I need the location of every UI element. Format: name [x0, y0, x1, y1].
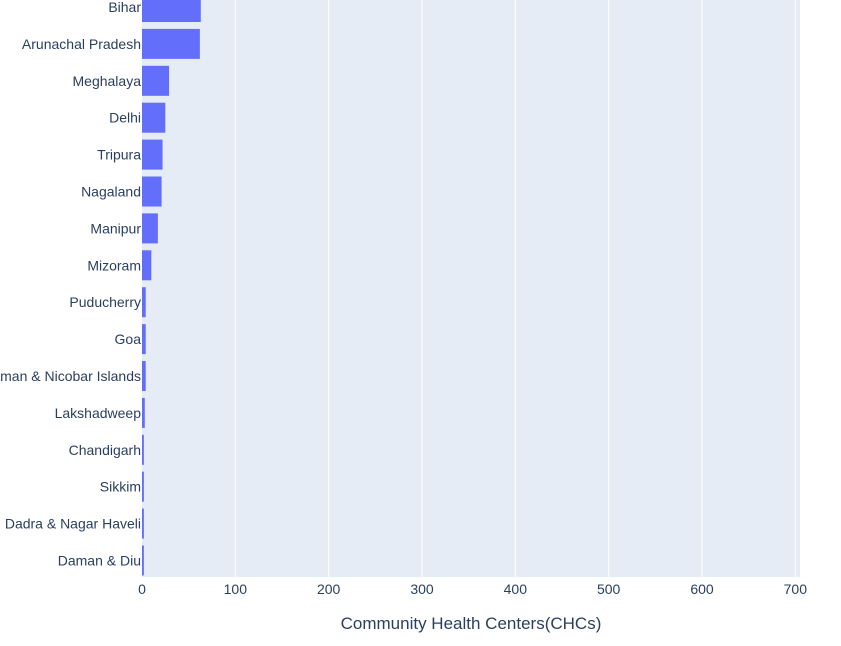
category-label: Lakshadweep [55, 405, 142, 421]
category-label: Sikkim [100, 479, 141, 495]
category-label: Goa [115, 331, 142, 347]
x-tick-label: 0 [138, 581, 146, 597]
category-label: Nagaland [81, 184, 141, 200]
x-tick-label: 200 [317, 581, 341, 597]
bar[interactable] [142, 0, 201, 22]
category-label: Mizoram [87, 257, 141, 273]
bar[interactable] [142, 434, 144, 465]
category-label: Dadra & Nagar Haveli [5, 516, 141, 532]
bar[interactable] [142, 545, 144, 576]
bar[interactable] [142, 324, 146, 355]
category-label: Bihar [108, 0, 141, 15]
gridlines [234, 0, 796, 577]
category-label: Meghalaya [73, 73, 142, 89]
plot-background [142, 0, 800, 577]
x-tick-label: 300 [410, 581, 434, 597]
category-label: Manipur [90, 220, 141, 236]
bar[interactable] [142, 361, 146, 391]
bar[interactable] [142, 28, 200, 59]
bars [142, 0, 201, 576]
bar[interactable] [142, 176, 162, 207]
bar[interactable] [142, 471, 144, 502]
bar[interactable] [142, 508, 144, 539]
category-labels: Bihar Arunachal Pradesh Meghalaya Delhi Trip… [0, 0, 141, 569]
bar[interactable] [142, 213, 158, 244]
category-label: Tripura [97, 147, 141, 163]
category-label: Andaman & Nicobar Islands [0, 368, 141, 384]
category-label: Chandigarh [69, 442, 141, 458]
bar[interactable] [142, 102, 166, 133]
x-tick-label: 500 [597, 581, 621, 597]
category-label: Daman & Diu [58, 553, 141, 569]
x-tick-label: 100 [224, 581, 248, 597]
category-label: Puducherry [69, 294, 141, 310]
x-tick-label: 600 [690, 581, 714, 597]
category-label: Delhi [109, 110, 141, 126]
x-axis-title: Community Health Centers(CHCs) [341, 614, 602, 633]
bar[interactable] [142, 287, 146, 318]
bar[interactable] [142, 250, 152, 281]
bar[interactable] [142, 397, 145, 428]
x-tick-label: 700 [784, 581, 808, 597]
bar[interactable] [142, 139, 163, 170]
bar[interactable] [142, 65, 170, 96]
category-label: Arunachal Pradesh [22, 36, 141, 52]
x-tick-labels: 0 100 200 300 400 500 600 700 [138, 581, 807, 597]
x-tick-label: 400 [504, 581, 528, 597]
